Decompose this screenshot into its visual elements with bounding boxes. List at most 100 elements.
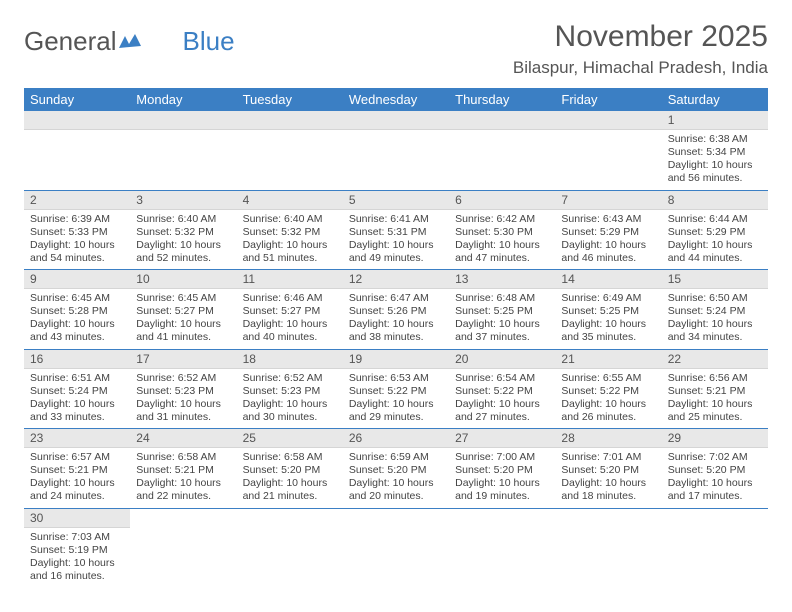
daylight-text-1: Daylight: 10 hours (136, 239, 230, 252)
day-body: Sunrise: 6:58 AMSunset: 5:20 PMDaylight:… (237, 448, 343, 508)
day-body: Sunrise: 6:52 AMSunset: 5:23 PMDaylight:… (237, 369, 343, 429)
weekday-header: Saturday (662, 88, 768, 111)
day-number-empty (130, 111, 236, 130)
daylight-text-1: Daylight: 10 hours (243, 398, 337, 411)
sunrise-text: Sunrise: 6:53 AM (349, 372, 443, 385)
day-body: Sunrise: 6:47 AMSunset: 5:26 PMDaylight:… (343, 289, 449, 349)
day-number: 18 (237, 350, 343, 369)
daylight-text-2: and 40 minutes. (243, 331, 337, 344)
sunset-text: Sunset: 5:20 PM (349, 464, 443, 477)
sunset-text: Sunset: 5:21 PM (668, 385, 762, 398)
sunset-text: Sunset: 5:34 PM (668, 146, 762, 159)
sunrise-text: Sunrise: 6:40 AM (136, 213, 230, 226)
day-number: 19 (343, 350, 449, 369)
calendar-body: 1Sunrise: 6:38 AMSunset: 5:34 PMDaylight… (24, 111, 768, 587)
daylight-text-2: and 49 minutes. (349, 252, 443, 265)
calendar-cell: 15Sunrise: 6:50 AMSunset: 5:24 PMDayligh… (662, 270, 768, 350)
sunset-text: Sunset: 5:24 PM (668, 305, 762, 318)
day-body-empty (449, 130, 555, 137)
day-body: Sunrise: 7:02 AMSunset: 5:20 PMDaylight:… (662, 448, 768, 508)
calendar-cell: 3Sunrise: 6:40 AMSunset: 5:32 PMDaylight… (130, 190, 236, 270)
daylight-text-2: and 46 minutes. (561, 252, 655, 265)
daylight-text-1: Daylight: 10 hours (455, 398, 549, 411)
sunset-text: Sunset: 5:22 PM (455, 385, 549, 398)
day-number: 29 (662, 429, 768, 448)
calendar-cell: 16Sunrise: 6:51 AMSunset: 5:24 PMDayligh… (24, 349, 130, 429)
header: General Blue November 2025 Bilaspur, Him… (24, 20, 768, 78)
day-body: Sunrise: 6:40 AMSunset: 5:32 PMDaylight:… (237, 210, 343, 270)
sunrise-text: Sunrise: 7:00 AM (455, 451, 549, 464)
sunrise-text: Sunrise: 6:57 AM (30, 451, 124, 464)
daylight-text-1: Daylight: 10 hours (668, 318, 762, 331)
daylight-text-2: and 47 minutes. (455, 252, 549, 265)
calendar-cell: 1Sunrise: 6:38 AMSunset: 5:34 PMDaylight… (662, 111, 768, 190)
day-body: Sunrise: 6:43 AMSunset: 5:29 PMDaylight:… (555, 210, 661, 270)
daylight-text-2: and 34 minutes. (668, 331, 762, 344)
day-body: Sunrise: 6:51 AMSunset: 5:24 PMDaylight:… (24, 369, 130, 429)
calendar-cell: 12Sunrise: 6:47 AMSunset: 5:26 PMDayligh… (343, 270, 449, 350)
calendar-cell: 7Sunrise: 6:43 AMSunset: 5:29 PMDaylight… (555, 190, 661, 270)
calendar-cell (449, 508, 555, 587)
day-body: Sunrise: 6:58 AMSunset: 5:21 PMDaylight:… (130, 448, 236, 508)
sunrise-text: Sunrise: 6:52 AM (243, 372, 337, 385)
daylight-text-1: Daylight: 10 hours (243, 318, 337, 331)
sunrise-text: Sunrise: 6:51 AM (30, 372, 124, 385)
calendar-row: 16Sunrise: 6:51 AMSunset: 5:24 PMDayligh… (24, 349, 768, 429)
sunset-text: Sunset: 5:29 PM (668, 226, 762, 239)
flag-icon (119, 26, 141, 57)
day-number: 28 (555, 429, 661, 448)
daylight-text-1: Daylight: 10 hours (349, 318, 443, 331)
weekday-header: Thursday (449, 88, 555, 111)
daylight-text-2: and 22 minutes. (136, 490, 230, 503)
day-body: Sunrise: 6:44 AMSunset: 5:29 PMDaylight:… (662, 210, 768, 270)
daylight-text-1: Daylight: 10 hours (349, 477, 443, 490)
day-number: 6 (449, 191, 555, 210)
sunset-text: Sunset: 5:20 PM (668, 464, 762, 477)
calendar-cell (555, 508, 661, 587)
daylight-text-2: and 30 minutes. (243, 411, 337, 424)
calendar-cell: 23Sunrise: 6:57 AMSunset: 5:21 PMDayligh… (24, 429, 130, 509)
sunset-text: Sunset: 5:25 PM (561, 305, 655, 318)
calendar-cell: 30Sunrise: 7:03 AMSunset: 5:19 PMDayligh… (24, 508, 130, 587)
daylight-text-2: and 56 minutes. (668, 172, 762, 185)
daylight-text-1: Daylight: 10 hours (561, 398, 655, 411)
day-body: Sunrise: 6:50 AMSunset: 5:24 PMDaylight:… (662, 289, 768, 349)
sunrise-text: Sunrise: 6:55 AM (561, 372, 655, 385)
daylight-text-2: and 41 minutes. (136, 331, 230, 344)
sunrise-text: Sunrise: 6:58 AM (136, 451, 230, 464)
daylight-text-2: and 35 minutes. (561, 331, 655, 344)
daylight-text-1: Daylight: 10 hours (30, 318, 124, 331)
day-number: 24 (130, 429, 236, 448)
calendar-cell (237, 508, 343, 587)
calendar-cell: 26Sunrise: 6:59 AMSunset: 5:20 PMDayligh… (343, 429, 449, 509)
sunrise-text: Sunrise: 7:03 AM (30, 531, 124, 544)
calendar-cell: 4Sunrise: 6:40 AMSunset: 5:32 PMDaylight… (237, 190, 343, 270)
daylight-text-2: and 18 minutes. (561, 490, 655, 503)
calendar-cell: 29Sunrise: 7:02 AMSunset: 5:20 PMDayligh… (662, 429, 768, 509)
sunset-text: Sunset: 5:20 PM (455, 464, 549, 477)
sunset-text: Sunset: 5:21 PM (136, 464, 230, 477)
sunrise-text: Sunrise: 6:48 AM (455, 292, 549, 305)
day-number: 16 (24, 350, 130, 369)
daylight-text-2: and 21 minutes. (243, 490, 337, 503)
daylight-text-2: and 38 minutes. (349, 331, 443, 344)
day-number-empty (449, 111, 555, 130)
daylight-text-1: Daylight: 10 hours (455, 477, 549, 490)
sunset-text: Sunset: 5:23 PM (136, 385, 230, 398)
day-number: 9 (24, 270, 130, 289)
day-number-empty (237, 111, 343, 130)
daylight-text-2: and 54 minutes. (30, 252, 124, 265)
daylight-text-1: Daylight: 10 hours (30, 398, 124, 411)
daylight-text-2: and 44 minutes. (668, 252, 762, 265)
day-body: Sunrise: 6:54 AMSunset: 5:22 PMDaylight:… (449, 369, 555, 429)
day-body: Sunrise: 6:49 AMSunset: 5:25 PMDaylight:… (555, 289, 661, 349)
sunset-text: Sunset: 5:25 PM (455, 305, 549, 318)
sunrise-text: Sunrise: 6:40 AM (243, 213, 337, 226)
daylight-text-1: Daylight: 10 hours (30, 477, 124, 490)
daylight-text-2: and 37 minutes. (455, 331, 549, 344)
weekday-header-row: Sunday Monday Tuesday Wednesday Thursday… (24, 88, 768, 111)
calendar-cell: 21Sunrise: 6:55 AMSunset: 5:22 PMDayligh… (555, 349, 661, 429)
sunset-text: Sunset: 5:24 PM (30, 385, 124, 398)
calendar-cell: 20Sunrise: 6:54 AMSunset: 5:22 PMDayligh… (449, 349, 555, 429)
calendar-cell: 28Sunrise: 7:01 AMSunset: 5:20 PMDayligh… (555, 429, 661, 509)
